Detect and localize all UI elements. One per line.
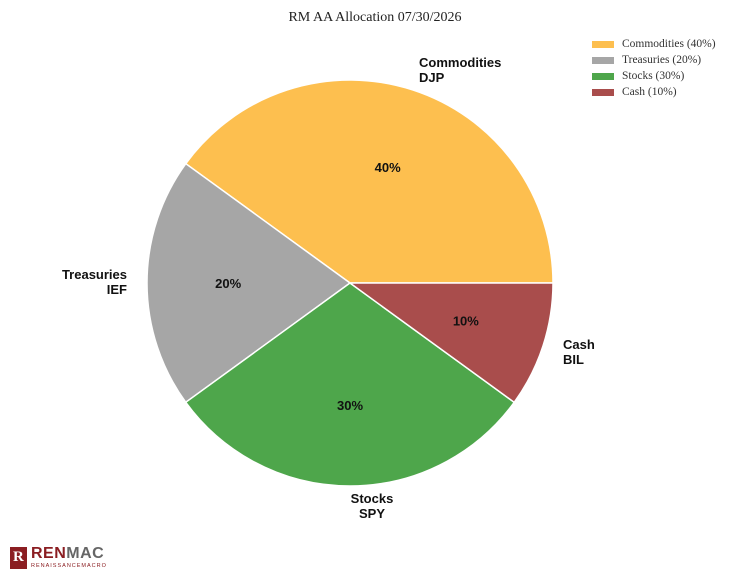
renmac-logo: R RENMAC RENAISSANCEMACRO (10, 546, 107, 570)
slice-ticker-label: BIL (563, 352, 584, 367)
legend-label: Stocks (30%) (622, 70, 685, 82)
logo-wordmark-ren: REN (31, 545, 67, 562)
slice-percent-label: 30% (337, 398, 363, 413)
slice-name-label: Commodities (419, 55, 501, 70)
legend-label: Commodities (40%) (622, 38, 716, 50)
slice-ticker-label: SPY (359, 506, 385, 521)
pie-slice-cash (347, 282, 554, 404)
legend-item-cash: Cash (10%) (592, 84, 716, 100)
slice-name-label: Cash (563, 337, 595, 352)
slice-name-label: Treasuries (62, 267, 127, 282)
pie-slice-treasuries (146, 162, 352, 404)
legend-label: Treasuries (20%) (622, 54, 702, 66)
legend-item-stocks: Stocks (30%) (592, 68, 716, 84)
slice-ticker-label: IEF (107, 282, 127, 297)
slice-percent-label: 20% (215, 276, 241, 291)
legend-swatch (592, 72, 614, 80)
legend-item-commodities: Commodities (40%) (592, 36, 716, 52)
legend-item-treasuries: Treasuries (20%) (592, 52, 716, 68)
legend-swatch (592, 56, 614, 64)
pie-slice-commodities (184, 79, 554, 284)
slice-percent-label: 40% (375, 160, 401, 175)
logo-mark: R (10, 546, 27, 569)
logo-tagline: RENAISSANCEMACRO (31, 563, 107, 569)
logo-wordmark-mac: MAC (66, 545, 105, 562)
legend-swatch (592, 40, 614, 48)
pie-slice-stocks (184, 282, 516, 487)
chart-title: RM AA Allocation 07/30/2026 (288, 10, 462, 25)
slice-ticker-label: DJP (419, 70, 445, 85)
legend-label: Cash (10%) (622, 86, 677, 98)
logo-wordmark: RENMAC (31, 546, 107, 562)
logo-mark-letter: R (13, 548, 24, 565)
legend: Commodities (40%) Treasuries (20%) Stock… (592, 36, 716, 100)
legend-swatch (592, 88, 614, 96)
slice-percent-label: 10% (453, 314, 479, 329)
slice-name-label: Stocks (351, 491, 394, 506)
logo-text: RENMAC RENAISSANCEMACRO (31, 546, 107, 570)
